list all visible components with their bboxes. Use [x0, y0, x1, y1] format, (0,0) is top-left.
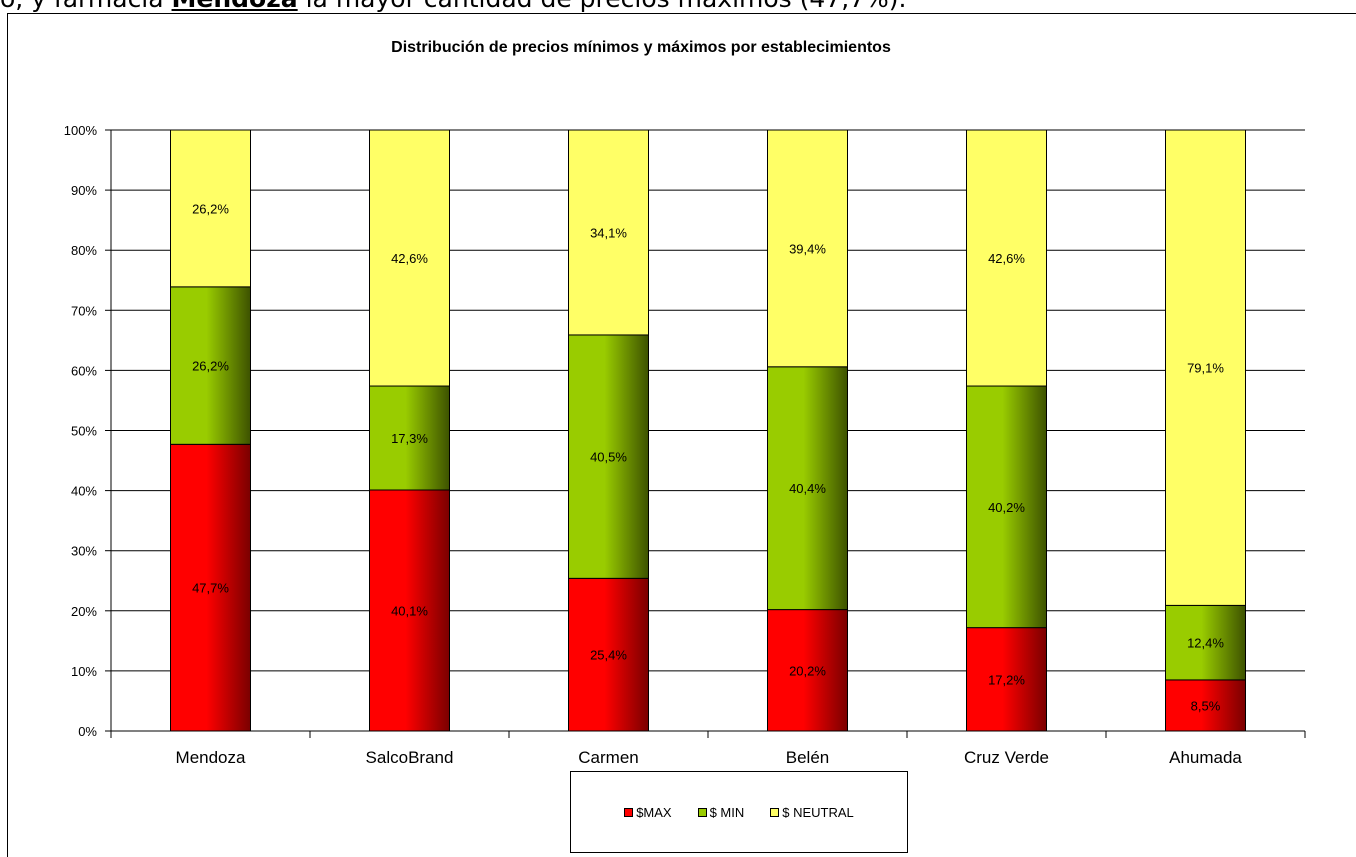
bars: 47,7% 26,2% 26,2% 40,1% 17,3% 42,6% 25,4% 40,5%… [170, 129, 1246, 732]
data-label: 25,4% [590, 648, 627, 663]
legend: $MAX $ MIN $ NEUTRAL [570, 771, 908, 853]
y-tick-label: 80% [71, 243, 97, 258]
data-label: 40,1% [391, 603, 428, 618]
x-category-label: SalcoBrand [366, 748, 454, 767]
data-label: 20,2% [789, 663, 826, 678]
bar-segment [369, 129, 450, 387]
data-label: 39,4% [789, 241, 826, 256]
data-label: 47,7% [192, 581, 229, 596]
document-text-bold: Mendoza [172, 0, 298, 13]
legend-label: $ MIN [709, 804, 745, 820]
data-label: 26,2% [192, 359, 229, 374]
chart-frame [7, 13, 1356, 857]
legend-label: $MAX [636, 804, 672, 820]
y-tick-label: 40% [71, 484, 97, 499]
data-label: 17,2% [988, 672, 1025, 687]
bar-segment [1165, 129, 1246, 606]
bar-segment [369, 385, 450, 491]
x-category-label: Cruz Verde [964, 748, 1049, 767]
legend-swatch [697, 807, 707, 817]
y-tick-label: 90% [71, 183, 97, 198]
y-tick-label: 0% [78, 724, 97, 739]
chart-title: Distribución de precios mínimos y máximo… [391, 39, 891, 56]
bar-segment [568, 129, 649, 336]
data-label: 40,5% [590, 450, 627, 465]
legend-item: $MAX [624, 804, 672, 820]
data-label: 26,2% [192, 201, 229, 216]
bar-segment [1165, 604, 1246, 681]
y-tick-label: 50% [71, 424, 97, 439]
x-category-label: Ahumada [1169, 748, 1242, 767]
gridlines [111, 129, 1305, 732]
bar-segment [966, 385, 1047, 629]
y-tick-label: 10% [71, 664, 97, 679]
x-category-label: Carmen [578, 748, 638, 767]
document-text-prefix: o, y farmacia [0, 0, 172, 13]
bar-segment [568, 334, 649, 579]
bar-segment [767, 129, 848, 368]
data-label: 42,6% [391, 251, 428, 266]
document-text-suffix: la mayor cantidad de precios máximos (47… [298, 0, 907, 13]
bar-segment [767, 366, 848, 611]
bar-segment [170, 129, 251, 288]
bar-segment [568, 577, 649, 732]
y-tick-label: 20% [71, 604, 97, 619]
data-label: 40,2% [988, 500, 1025, 515]
x-category-label: Belén [786, 748, 829, 767]
bar-segment [170, 443, 251, 732]
document-text-line: o, y farmacia Mendoza la mayor cantidad … [0, 0, 1356, 14]
legend-item: $ MIN [697, 804, 745, 820]
y-tick-label: 60% [71, 363, 97, 378]
data-label: 42,6% [988, 251, 1025, 266]
y-tick-label: 30% [71, 544, 97, 559]
legend-swatch [624, 807, 634, 817]
y-tick-label: 100% [64, 123, 98, 138]
data-label: 8,5% [1191, 698, 1221, 713]
axes: 0% 10% 20% 30% 40% 50% 60% 70% 80% 90% 100% Mendoza… [64, 123, 1306, 767]
data-label: 79,1% [1187, 361, 1224, 376]
data-label: 40,4% [789, 481, 826, 496]
legend-item: $ NEUTRAL [770, 805, 854, 820]
bar-segment [966, 627, 1047, 732]
legend-label: $ NEUTRAL [782, 804, 854, 820]
data-label: 34,1% [590, 225, 627, 240]
x-category-label: Mendoza [176, 748, 246, 767]
bar-segment [966, 129, 1047, 387]
data-label: 12,4% [1187, 636, 1224, 651]
legend-swatch [770, 807, 780, 817]
y-tick-label: 70% [71, 303, 97, 318]
data-label: 17,3% [391, 431, 428, 446]
bar-segment [170, 286, 251, 445]
